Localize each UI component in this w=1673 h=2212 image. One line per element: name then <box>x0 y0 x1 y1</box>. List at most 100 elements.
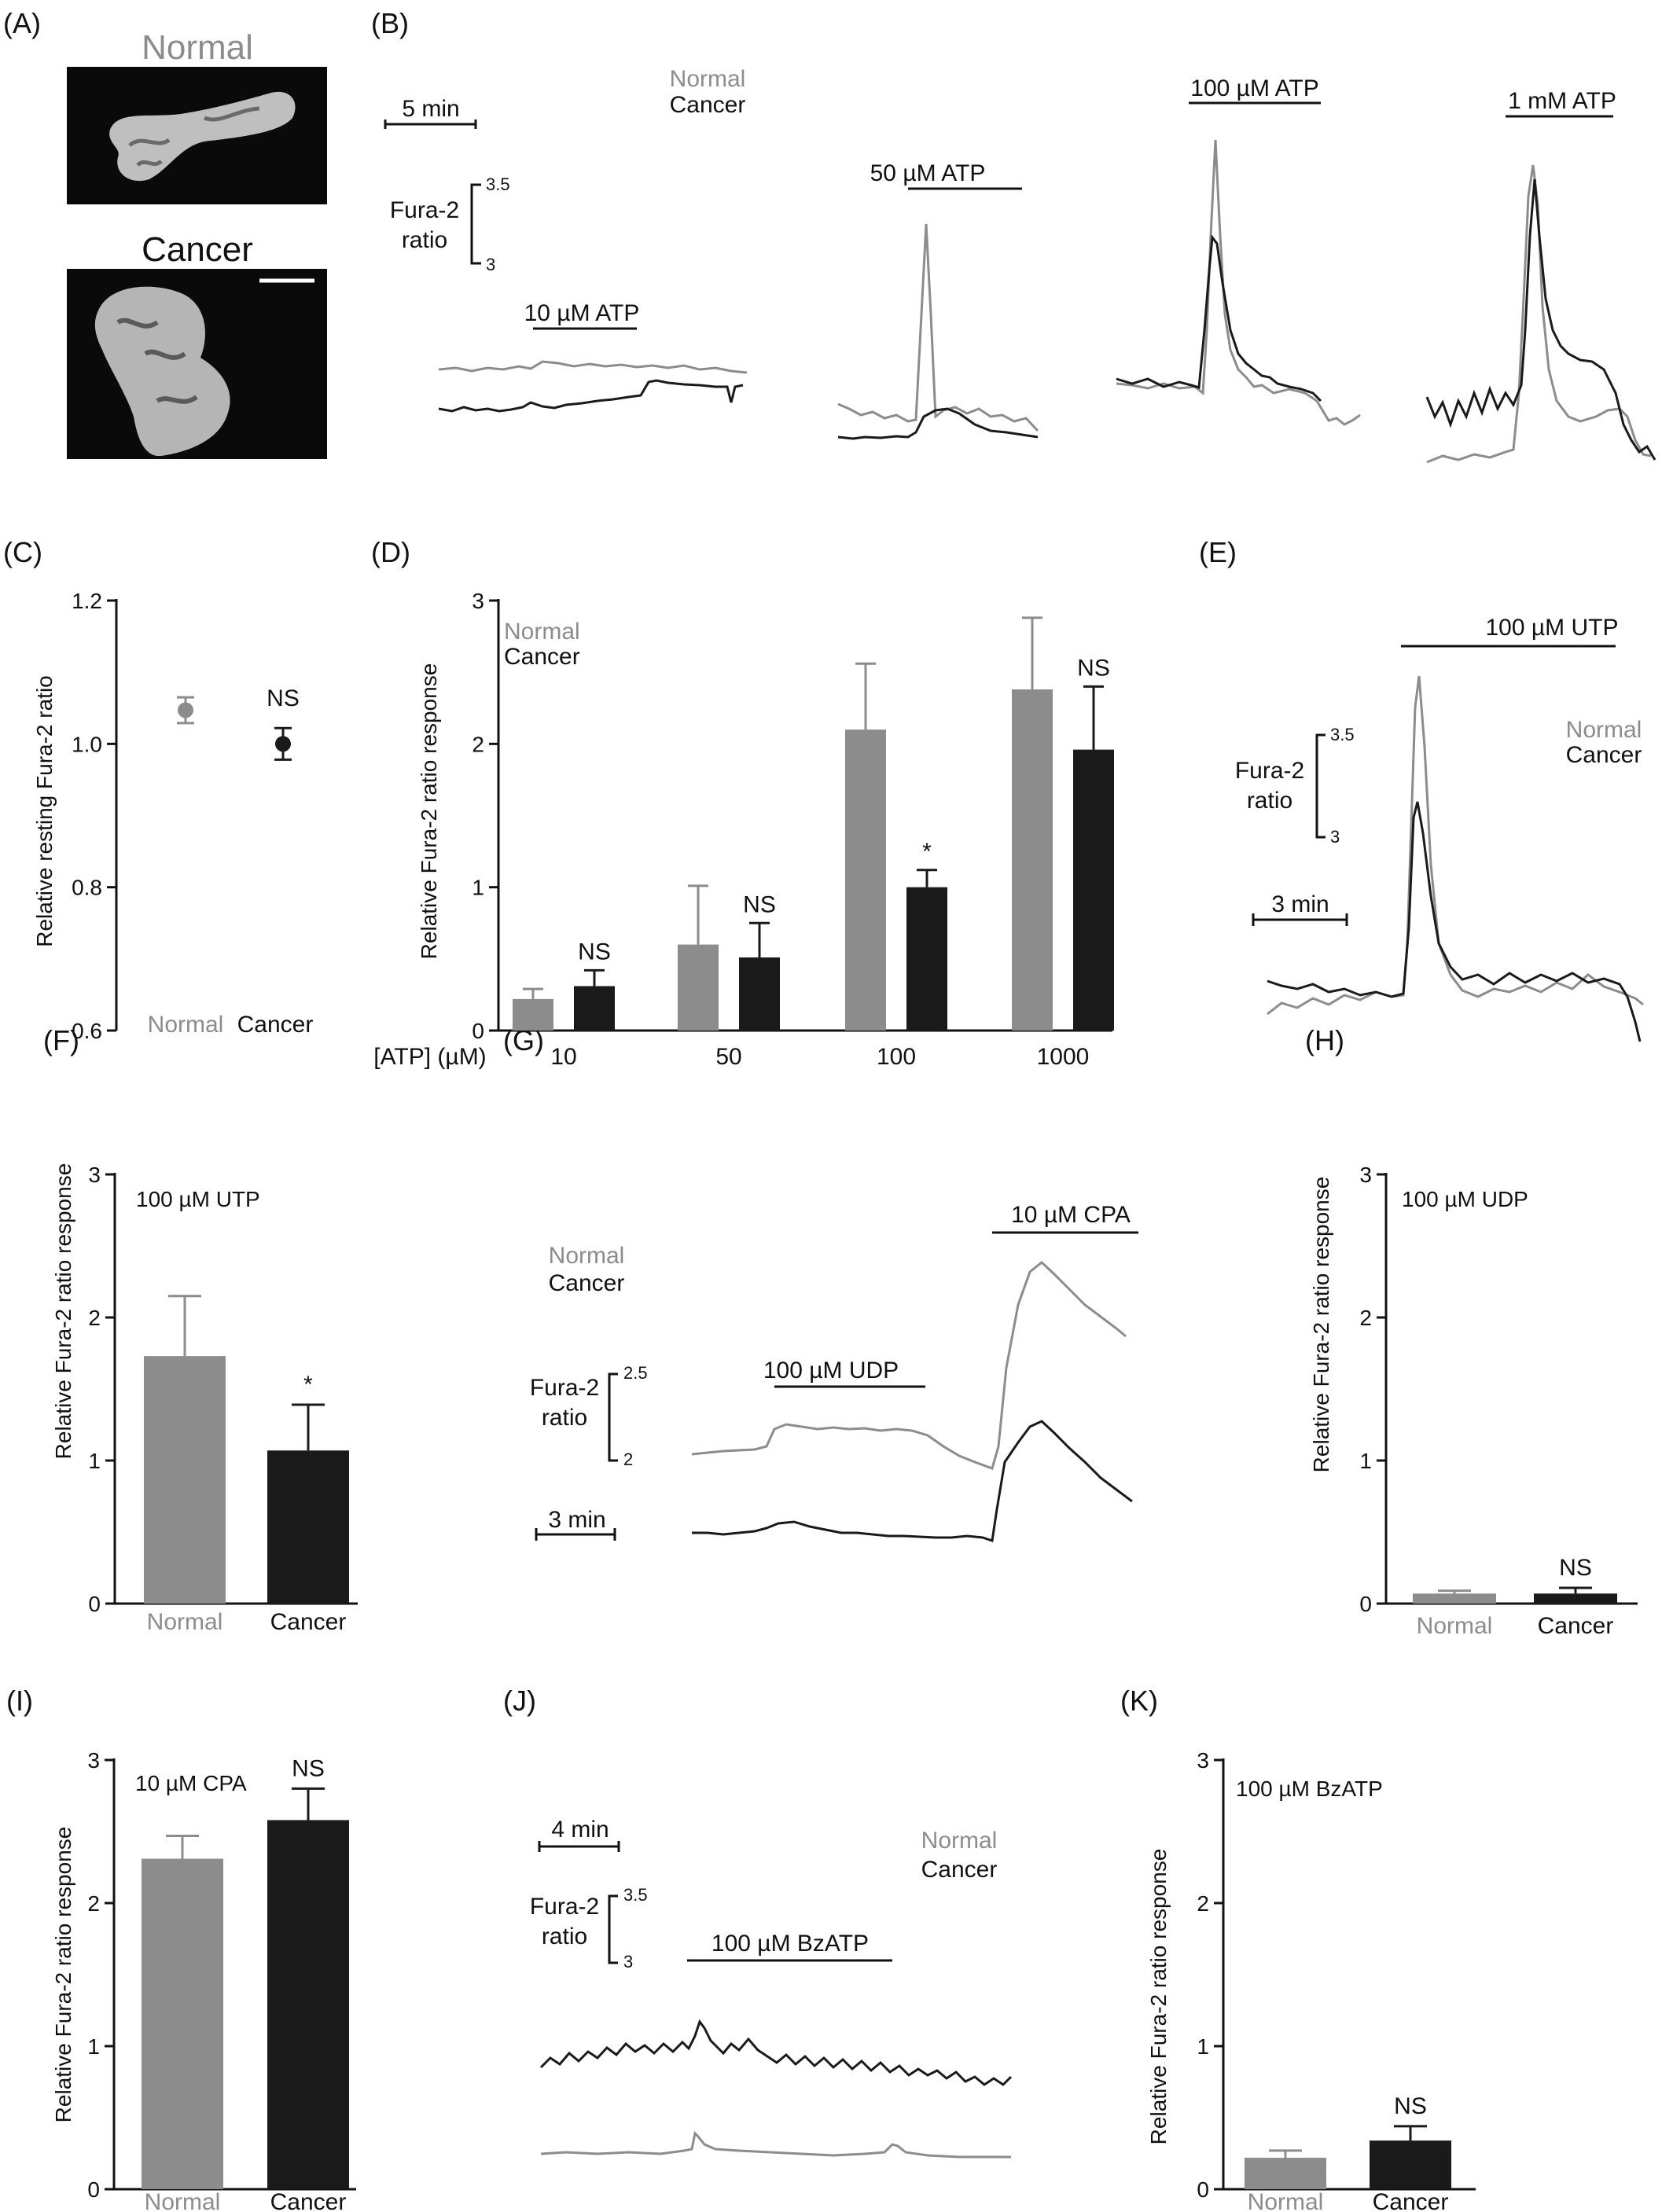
y-axis-ticks: 0 1 2 3 <box>1359 1163 1386 1616</box>
axis-label-y: Relative Fura-2 ratio response <box>51 1163 75 1460</box>
significance-label: NS <box>578 939 611 965</box>
ratio-tick-low: 2 <box>623 1450 633 1469</box>
y-tick-label: 0.6 <box>72 1019 102 1043</box>
panel-h: Relative Fura-2 ratio response 0 1 2 3 NS 1… <box>1309 1163 1638 1639</box>
normal-cell-texture <box>128 106 260 167</box>
ratio-scale-bar <box>608 1894 618 1964</box>
panel-k: Relative Fura-2 ratio response 0 1 2 3 NS 1… <box>1146 1748 1476 2212</box>
axis-label-y: Relative Fura-2 ratio response <box>1146 1849 1171 2145</box>
trace-cancer-100uM-atp <box>1116 233 1322 402</box>
condition-label-100uM-atp: 100 µM ATP <box>1190 75 1318 101</box>
ratio-label-line2: ratio <box>542 1405 587 1431</box>
panel-j: 4 min Normal Cancer Fura-2 ratio 3.5 3 1… <box>530 1817 1013 2159</box>
ratio-scale-bar <box>1315 733 1326 839</box>
time-scale-label: 4 min <box>551 1817 609 1843</box>
y-axis-ticks: 0 1 2 3 <box>1197 1748 1223 2202</box>
y-tick-label: 2 <box>87 1891 100 1916</box>
y-tick-label: 3 <box>88 1163 101 1187</box>
panel-f: Relative Fura-2 ratio response 0 1 2 3 * 10… <box>51 1163 358 1635</box>
chart-title: 100 µM UDP <box>1402 1187 1528 1211</box>
y-tick-label: 1 <box>472 876 484 900</box>
y-tick-label: 2 <box>1359 1306 1372 1330</box>
bar-normal-10 <box>513 998 553 1031</box>
panel-c: Relative resting Fura-2 ratio 0.6 0.8 1.0 1… <box>32 589 313 1043</box>
panel-g: Normal Cancer 10 µM CPA 100 µM UDP Fura-… <box>530 1202 1138 1542</box>
significance-label: NS <box>292 1755 325 1781</box>
axis-label-y: Relative Fura-2 ratio response <box>51 1827 75 2123</box>
category-label-normal: Normal <box>1417 1613 1493 1639</box>
ratio-label-line1: Fura-2 <box>390 197 459 223</box>
y-tick-label: 1 <box>88 1449 101 1473</box>
y-tick-label: 2 <box>1197 1891 1209 1916</box>
y-tick-label: 3 <box>472 589 484 613</box>
ratio-label-line2: ratio <box>542 1924 587 1949</box>
trace-group-10uM-atp <box>438 360 748 413</box>
condition-label-50uM-atp: 50 µM ATP <box>870 160 986 186</box>
y-tick-label: 1 <box>1197 2034 1209 2059</box>
panel-label-k: (K) <box>1120 1685 1158 1717</box>
category-labels: 10 50 100 1000 <box>550 1044 1089 1070</box>
trace-cancer-bzatp <box>539 2019 1013 2086</box>
panel-label-i: (I) <box>6 1685 33 1717</box>
panel-a: Normal Cancer <box>67 28 327 459</box>
bar-cancer-10 <box>574 986 615 1031</box>
trace-normal-utp <box>1267 675 1644 1016</box>
legend-cancer: Cancer <box>921 1857 998 1883</box>
panel-b: Normal Cancer 5 min Fura-2 ratio 3.5 3 1… <box>384 66 1656 464</box>
y-tick-label: 2 <box>472 732 484 756</box>
significance-label: NS <box>1394 2093 1427 2119</box>
bar-normal-1000 <box>1012 689 1053 1031</box>
bar-cancer-1000 <box>1073 749 1114 1031</box>
panel-label-d: (D) <box>371 536 410 568</box>
panel-label-b: (B) <box>371 7 409 39</box>
category-label-normal: Normal <box>147 1609 223 1635</box>
trace-cancer-10uM-atp <box>438 379 744 413</box>
bar-normal-100 <box>845 729 886 1031</box>
trace-normal-bzatp <box>540 2130 1011 2159</box>
trace-normal-50uM-atp <box>837 223 1039 432</box>
y-tick-label: 1.2 <box>72 589 102 613</box>
time-scale-bar <box>384 119 477 129</box>
y-tick-label: 0 <box>88 1592 101 1616</box>
y-tick-label: 1 <box>87 2034 100 2059</box>
panel-labels: (A) (B) (C) (D) (E) (F) (G) (H) (I) (J) … <box>3 7 1344 1717</box>
chart-title: 100 µM BzATP <box>1236 1777 1383 1801</box>
bar-cancer <box>1534 1593 1617 1604</box>
significance-label: * <box>303 1372 313 1398</box>
scatter-marks <box>177 696 292 761</box>
ratio-tick-high: 2.5 <box>623 1363 648 1383</box>
trace-group-100uM-atp <box>1116 139 1361 426</box>
annotation-ns: NS <box>267 685 300 711</box>
ratio-tick-high: 3.5 <box>1330 725 1355 744</box>
y-tick-label: 0 <box>1197 2177 1209 2202</box>
bars: * <box>144 1295 349 1604</box>
category-label-cancer: Cancer <box>270 1609 347 1635</box>
trace-normal-10uM-atp <box>438 360 748 374</box>
bar-cancer <box>267 1450 349 1604</box>
bars: NS <box>1413 1555 1617 1604</box>
category-label-normal: Normal <box>148 1012 224 1038</box>
trace-normal-udp-cpa <box>691 1261 1127 1470</box>
category-label-cancer: Cancer <box>1538 1613 1614 1639</box>
category-label-cancer: Cancer <box>1373 2189 1449 2212</box>
legend-normal: Normal <box>1566 717 1642 743</box>
category-label-normal: Normal <box>1248 2189 1324 2212</box>
category-label-cancer: Cancer <box>270 2189 347 2212</box>
bar-normal <box>142 1858 223 2189</box>
axis-label-x: [ATP] (µM) <box>373 1044 486 1070</box>
trace-group-50uM-atp <box>837 223 1039 440</box>
ratio-scale-bar <box>608 1372 618 1462</box>
panel-label-a: (A) <box>3 7 41 39</box>
y-tick-label: 3 <box>1359 1163 1372 1187</box>
bar-normal-50 <box>678 944 719 1031</box>
bar-cancer <box>267 1820 349 2189</box>
ratio-label-line2: ratio <box>402 227 447 253</box>
panel-label-j: (J) <box>503 1685 536 1717</box>
ratio-scale-bar <box>470 183 481 265</box>
legend-normal: Normal <box>921 1828 998 1854</box>
ratio-tick-high: 3.5 <box>623 1885 648 1905</box>
ratio-label-line1: Fura-2 <box>530 1894 599 1920</box>
significance-label: NS <box>743 891 776 917</box>
panel-label-f: (F) <box>43 1024 79 1056</box>
